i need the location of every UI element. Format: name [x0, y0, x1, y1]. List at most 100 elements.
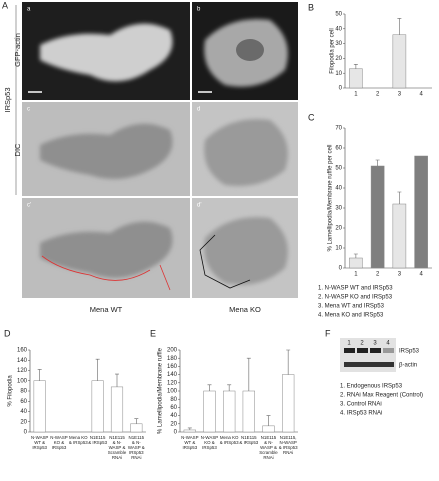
nucleus — [236, 39, 264, 61]
y-tick-label: 50 — [335, 12, 342, 18]
panel-letter: C — [308, 112, 315, 122]
bar — [33, 380, 46, 433]
y-tick-label: 70 — [335, 126, 342, 132]
legend-entry: 3. Mena WT and IRSp53 — [318, 304, 385, 310]
y-tick-label: 10 — [335, 246, 342, 252]
error-bar — [227, 384, 232, 391]
column-label: Mena WT — [90, 305, 123, 314]
x-tick-label: N1E115 & N-WASP & Scramble RNAi — [259, 435, 278, 460]
error-bar — [266, 415, 271, 426]
x-tick-label: N-WASP KO & IRSp53 — [50, 435, 68, 450]
error-bar — [286, 349, 291, 375]
y-tick-label: 0 — [24, 430, 28, 436]
legend-entry: 4. IRSp53 RNAi — [340, 411, 382, 417]
y-tick-label: 100 — [17, 378, 28, 384]
bar — [223, 390, 236, 433]
bar — [414, 155, 428, 269]
cell — [204, 119, 288, 186]
x-tick-label: 1 — [354, 272, 358, 278]
y-tick-label: 20 — [335, 56, 342, 62]
cell — [204, 217, 288, 285]
bar — [91, 380, 104, 433]
y-tick-label: 180 — [167, 356, 178, 362]
y-tick-label: 30 — [335, 41, 342, 47]
lane-label: 3 — [373, 341, 377, 347]
x-tick-label: N-WASP WT & IRSp53 — [30, 435, 49, 450]
outline — [199, 234, 251, 289]
error-bar — [134, 418, 139, 424]
y-tick-label: 160 — [17, 348, 28, 354]
x-tick-label: N1E115 & N-WASP & IRSp53 RNAi — [127, 435, 145, 460]
panel-letter: F — [325, 328, 331, 338]
bar — [262, 425, 275, 433]
y-axis-label: % Filopodia — [8, 375, 14, 407]
y-tick-label: 60 — [335, 146, 342, 152]
bar — [183, 429, 196, 433]
legend-entry: 1. N-WASP WT and IRSp53 — [318, 286, 393, 292]
error-bar — [375, 159, 380, 166]
image-label: c' — [27, 203, 31, 209]
y-tick-label: 10 — [335, 71, 342, 77]
y-tick-label: 0 — [174, 430, 178, 436]
y-tick-label: 20 — [20, 419, 27, 425]
x-tick-label: 2 — [376, 272, 380, 278]
x-tick-label: 3 — [398, 272, 402, 278]
y-tick-label: 60 — [170, 405, 177, 411]
y-tick-label: 20 — [335, 226, 342, 232]
error-bar — [397, 191, 402, 204]
error-bar — [353, 253, 358, 258]
image-label: d — [197, 107, 200, 113]
band — [370, 348, 381, 353]
legend-entry: 2. RNAi Max Reagent (Control) — [340, 393, 423, 399]
y-tick-label: 80 — [170, 397, 177, 403]
band — [357, 348, 368, 353]
x-tick-label: 1 — [354, 92, 358, 98]
band — [344, 362, 394, 367]
y-tick-label: 20 — [170, 421, 177, 427]
y-tick-label: 50 — [335, 166, 342, 172]
error-bar — [187, 427, 192, 430]
bar — [349, 257, 363, 269]
bar — [349, 68, 363, 89]
panel-letter: B — [308, 2, 314, 12]
y-tick-label: 120 — [17, 368, 28, 374]
band-label: IRSp53 — [399, 349, 420, 355]
image-label: d' — [197, 203, 201, 209]
y-axis-label: % Lamellipodia/Membrane ruffle per cell — [328, 145, 334, 252]
x-tick-label: N1E115 & IRSp53 — [239, 435, 259, 445]
x-tick-label: N1E115 & IRSp53 — [88, 435, 108, 445]
bar — [203, 390, 216, 433]
y-tick-label: 80 — [20, 389, 27, 395]
error-bar — [353, 64, 358, 69]
error-bar — [37, 369, 42, 381]
image-label: b — [197, 7, 201, 13]
band — [344, 348, 355, 353]
y-tick-label: 140 — [17, 358, 28, 364]
image-label: a — [27, 7, 31, 13]
panel-letter: D — [4, 328, 11, 338]
outline — [41, 255, 171, 291]
y-tick-label: 60 — [20, 399, 27, 405]
bar — [282, 374, 295, 433]
x-tick-label: Mena KO & IRSp53 — [219, 435, 239, 445]
x-tick-label: 4 — [419, 272, 423, 278]
x-tick-label: N1E115, N-WASP & IRSp53 RNAi — [278, 435, 298, 455]
lane-label: 2 — [360, 341, 364, 347]
y-tick-label: 0 — [339, 266, 343, 272]
x-tick-label: N-WASP WT & IRSp53 — [181, 435, 199, 450]
x-tick-label: 2 — [376, 92, 380, 98]
bar — [110, 386, 124, 433]
y-tick-label: 100 — [167, 389, 178, 395]
side-label: IRSp53 — [3, 87, 12, 112]
bar — [392, 203, 407, 269]
lane-label: 4 — [386, 341, 390, 347]
panel-letter: E — [150, 328, 156, 338]
y-axis-label: Filopodia per cell — [330, 28, 336, 73]
error-bar — [246, 357, 251, 391]
y-tick-label: 30 — [335, 206, 342, 212]
y-tick-label: 200 — [167, 348, 178, 354]
side-label: GFP-actin — [13, 33, 22, 67]
band — [383, 348, 394, 353]
cell — [40, 123, 173, 179]
